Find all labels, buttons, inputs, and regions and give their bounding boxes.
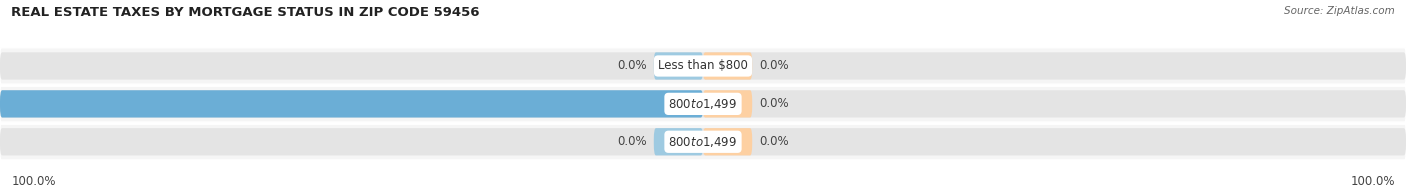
Text: Less than $800: Less than $800 [658, 60, 748, 73]
FancyBboxPatch shape [654, 52, 703, 80]
Legend: Without Mortgage, With Mortgage: Without Mortgage, With Mortgage [576, 195, 830, 196]
FancyBboxPatch shape [0, 86, 1406, 122]
FancyBboxPatch shape [0, 48, 1406, 84]
FancyBboxPatch shape [703, 128, 752, 155]
FancyBboxPatch shape [0, 128, 1406, 155]
Text: $800 to $1,499: $800 to $1,499 [668, 97, 738, 111]
Text: 100.0%: 100.0% [11, 175, 56, 188]
Text: Source: ZipAtlas.com: Source: ZipAtlas.com [1284, 6, 1395, 16]
Text: 0.0%: 0.0% [617, 60, 647, 73]
FancyBboxPatch shape [0, 90, 703, 118]
FancyBboxPatch shape [0, 52, 1406, 80]
FancyBboxPatch shape [0, 124, 1406, 160]
FancyBboxPatch shape [654, 128, 703, 155]
Text: 0.0%: 0.0% [759, 135, 789, 148]
Text: $800 to $1,499: $800 to $1,499 [668, 135, 738, 149]
Text: 0.0%: 0.0% [759, 97, 789, 110]
Text: 100.0%: 100.0% [1350, 175, 1395, 188]
Text: 0.0%: 0.0% [617, 135, 647, 148]
Text: REAL ESTATE TAXES BY MORTGAGE STATUS IN ZIP CODE 59456: REAL ESTATE TAXES BY MORTGAGE STATUS IN … [11, 6, 479, 19]
FancyBboxPatch shape [703, 52, 752, 80]
Text: 0.0%: 0.0% [759, 60, 789, 73]
FancyBboxPatch shape [703, 90, 752, 118]
FancyBboxPatch shape [0, 90, 1406, 118]
